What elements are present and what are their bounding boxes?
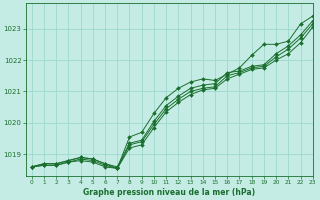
X-axis label: Graphe pression niveau de la mer (hPa): Graphe pression niveau de la mer (hPa) bbox=[83, 188, 255, 197]
